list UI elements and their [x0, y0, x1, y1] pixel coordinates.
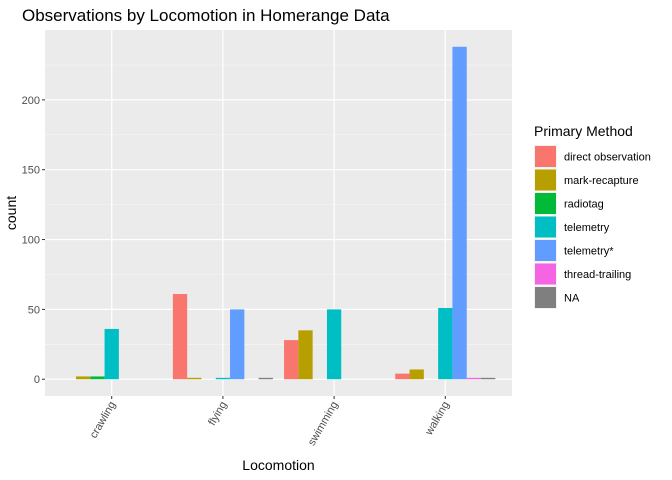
chart-title: Observations by Locomotion in Homerange …	[22, 6, 390, 25]
y-tick-label: 200	[22, 95, 40, 107]
x-tick-label-swimming: swimming	[306, 400, 341, 448]
y-tick-label: 100	[22, 235, 40, 247]
legend-label: NA	[564, 293, 580, 305]
bar-flying-mark-recapture	[187, 377, 202, 380]
legend-label: thread-trailing	[564, 269, 631, 281]
legend-swatch-thread-trailing	[535, 263, 556, 285]
bar-swimming-mark-recapture	[298, 330, 313, 380]
legend-swatch-radiotag	[535, 193, 556, 214]
bar-flying-telemetry-	[230, 309, 245, 380]
bar-walking-telemetry	[438, 307, 453, 380]
bar-flying-direct-observation	[172, 294, 188, 380]
bar-walking-thread-trailing	[466, 377, 482, 380]
y-tick-label: 0	[34, 374, 40, 386]
bar-crawling-radiotag	[90, 376, 105, 380]
bar-crawling-mark-recapture	[75, 376, 91, 380]
legend-swatch-telemetry	[535, 216, 556, 238]
plot-panel	[45, 30, 512, 396]
legend-label: telemetry	[564, 222, 610, 234]
legend-swatch-na	[535, 287, 556, 308]
bar-flying-na	[258, 377, 273, 380]
y-axis: 0 50 100 150 200	[22, 95, 45, 386]
legend: Primary Method direct observation mark-re…	[534, 123, 651, 309]
legend-swatch-telemetry-	[535, 240, 556, 261]
x-tick-label-walking: walking	[423, 400, 452, 439]
x-axis: crawling flying swimming walking	[88, 396, 452, 448]
legend-label: mark-recapture	[564, 175, 639, 187]
bar-walking-mark-recapture	[409, 369, 424, 380]
bar-swimming-direct-observation	[284, 340, 299, 380]
bar-crawling-telemetry	[104, 328, 119, 380]
y-axis-title: count	[3, 196, 19, 230]
y-tick-label: 50	[28, 304, 40, 316]
x-tick-label-crawling: crawling	[88, 400, 119, 441]
legend-title: Primary Method	[534, 123, 633, 139]
legend-label: radiotag	[564, 199, 604, 211]
bar-flying-telemetry	[215, 377, 231, 380]
bar-swimming-telemetry	[326, 309, 342, 380]
legend-label: direct observation	[564, 152, 651, 164]
legend-swatch-direct-observation	[535, 146, 556, 167]
bar-walking-na	[481, 377, 496, 380]
bars-group	[75, 46, 496, 380]
legend-label: telemetry*	[564, 246, 614, 258]
legend-swatch-mark-recapture	[535, 169, 556, 191]
bar-walking-direct-observation	[395, 373, 410, 380]
x-axis-title: Locomotion	[242, 457, 314, 473]
x-tick-label-flying: flying	[206, 400, 229, 428]
bar-walking-telemetry-	[452, 46, 467, 380]
y-tick-label: 150	[22, 165, 40, 177]
